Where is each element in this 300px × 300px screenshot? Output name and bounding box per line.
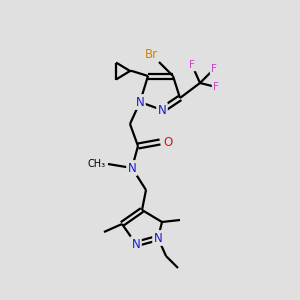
Text: O: O (164, 136, 172, 148)
Text: N: N (132, 238, 140, 250)
Text: F: F (213, 82, 219, 92)
Text: F: F (189, 60, 195, 70)
Text: Br: Br (144, 47, 158, 61)
Text: N: N (128, 161, 136, 175)
Text: N: N (154, 232, 162, 244)
Text: N: N (158, 103, 166, 116)
Text: N: N (136, 95, 144, 109)
Text: F: F (211, 64, 217, 74)
Text: CH₃: CH₃ (88, 159, 106, 169)
